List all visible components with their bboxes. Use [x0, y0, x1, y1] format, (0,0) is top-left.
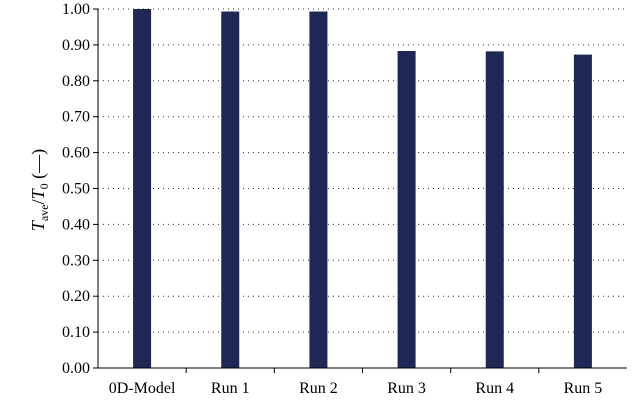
bars [133, 9, 592, 369]
bar [573, 54, 592, 369]
x-tick-label: Run 2 [299, 380, 338, 397]
y-axis-title-sep: / [28, 199, 48, 204]
gridlines [93, 8, 627, 373]
bar [397, 51, 416, 369]
x-tick-label: Run 1 [211, 380, 250, 397]
y-tick-label: 0.60 [62, 145, 90, 162]
x-tick-label: Run 5 [564, 380, 603, 397]
y-axis-title-unit: (—) [28, 149, 49, 184]
x-tick-labels: 0D-Model Run 1 Run 2 Run 3 Run 4 Run 5 [109, 380, 602, 397]
y-tick-label: 0.50 [62, 181, 90, 198]
y-tick-label: 0.70 [62, 109, 90, 126]
y-axis-title-base-sub: ave [37, 204, 51, 221]
x-tick-label: Run 3 [387, 380, 426, 397]
x-tick-label: 0D-Model [109, 380, 176, 397]
y-tick-label: 0.00 [62, 360, 90, 377]
y-tick-label: 0.90 [62, 37, 90, 54]
y-tick-label: 0.10 [62, 324, 90, 341]
bar [133, 9, 152, 368]
y-axis-title-ref: T [28, 187, 48, 199]
y-tick-label: 0.20 [62, 288, 90, 305]
y-axis-title-base: T [28, 219, 48, 231]
bar [485, 51, 504, 368]
y-tick-label: 1.00 [62, 1, 90, 18]
y-tick-label: 0.30 [62, 252, 90, 269]
y-axis-title-ref-sub: 0 [37, 183, 51, 189]
bar [309, 11, 328, 368]
bar [221, 11, 240, 368]
y-tick-label: 0.80 [62, 73, 90, 90]
axes [97, 9, 627, 369]
y-tick-labels: 0.00 0.10 0.20 0.30 0.40 0.50 0.60 0.70 0.80 0.90… [62, 1, 90, 377]
y-tick-label: 0.40 [62, 216, 90, 233]
x-tick-label: Run 4 [475, 380, 514, 397]
y-axis-title: Tave/T0 (—) [28, 149, 51, 231]
